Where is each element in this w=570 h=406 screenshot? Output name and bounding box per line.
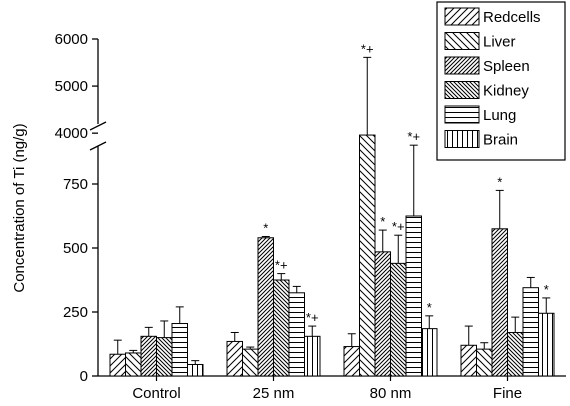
tick-labels: 0 250 500 750 4000 5000 6000 Control 25 nm 80 nm F… — [55, 31, 522, 402]
bar — [476, 348, 493, 377]
bar — [226, 340, 243, 377]
legend-label: Kidney — [483, 83, 529, 100]
significance-mark: * — [263, 220, 268, 235]
bar — [359, 134, 376, 377]
bar — [140, 335, 157, 377]
y-tick-label: 250 — [63, 304, 88, 321]
bar — [156, 337, 173, 377]
x-tick-label: Control — [132, 385, 180, 402]
legend-swatch — [444, 32, 480, 50]
bar — [538, 312, 555, 377]
bar — [257, 237, 274, 377]
bar — [390, 262, 407, 377]
bar — [405, 215, 422, 377]
y-tick-label: 750 — [63, 176, 88, 193]
bar — [125, 352, 142, 377]
legend-label: Liver — [483, 34, 516, 51]
x-tick-label: Fine — [493, 385, 522, 402]
significance-mark: *+ — [306, 310, 319, 325]
legend-label: Spleen — [483, 58, 530, 75]
legend: Redcells Liver Spleen Kidney Lung Brain — [436, 1, 566, 161]
bar — [171, 323, 188, 377]
y-tick-label: 4000 — [55, 125, 88, 142]
significance-annotations: * *+ *+ *+ * *+ *+ * * * — [263, 41, 549, 325]
significance-mark: *+ — [361, 41, 374, 56]
y-tick-label: 500 — [63, 240, 88, 257]
x-tick-label: 25 nm — [253, 385, 295, 402]
bars — [109, 56, 555, 377]
legend-swatch — [444, 130, 480, 148]
significance-mark: *+ — [407, 129, 420, 144]
significance-mark: * — [427, 300, 432, 315]
significance-mark: * — [497, 174, 502, 189]
significance-mark: * — [544, 282, 549, 297]
axis-break-mark — [89, 121, 107, 131]
y-tick-label: 6000 — [55, 31, 88, 48]
axis-break-mark — [89, 141, 107, 151]
bar — [187, 363, 204, 377]
bar — [109, 353, 126, 377]
bar — [288, 292, 305, 377]
bar — [460, 344, 477, 377]
bar — [374, 251, 391, 377]
y-tick-label: 5000 — [55, 78, 88, 95]
bar — [273, 279, 290, 377]
significance-mark: *+ — [275, 258, 288, 273]
legend-label: Brain — [483, 132, 518, 149]
legend-swatch — [444, 105, 480, 124]
bar — [304, 335, 321, 377]
bar — [522, 287, 539, 377]
bar — [343, 346, 360, 377]
legend-swatch — [444, 7, 480, 26]
bar — [242, 348, 259, 377]
significance-mark: * — [380, 214, 385, 229]
bar — [421, 328, 438, 377]
bar — [507, 331, 524, 377]
legend-label: Lung — [483, 107, 516, 124]
y-tick-label: 0 — [80, 368, 88, 385]
legend-swatch — [444, 81, 480, 99]
significance-mark: *+ — [392, 219, 405, 234]
y-axis-label: Concentration of Ti (ng/g) — [11, 123, 28, 292]
bar — [491, 228, 508, 377]
legend-label: Redcells — [483, 9, 541, 26]
x-tick-label: 80 nm — [370, 385, 412, 402]
legend-swatch — [444, 56, 480, 75]
